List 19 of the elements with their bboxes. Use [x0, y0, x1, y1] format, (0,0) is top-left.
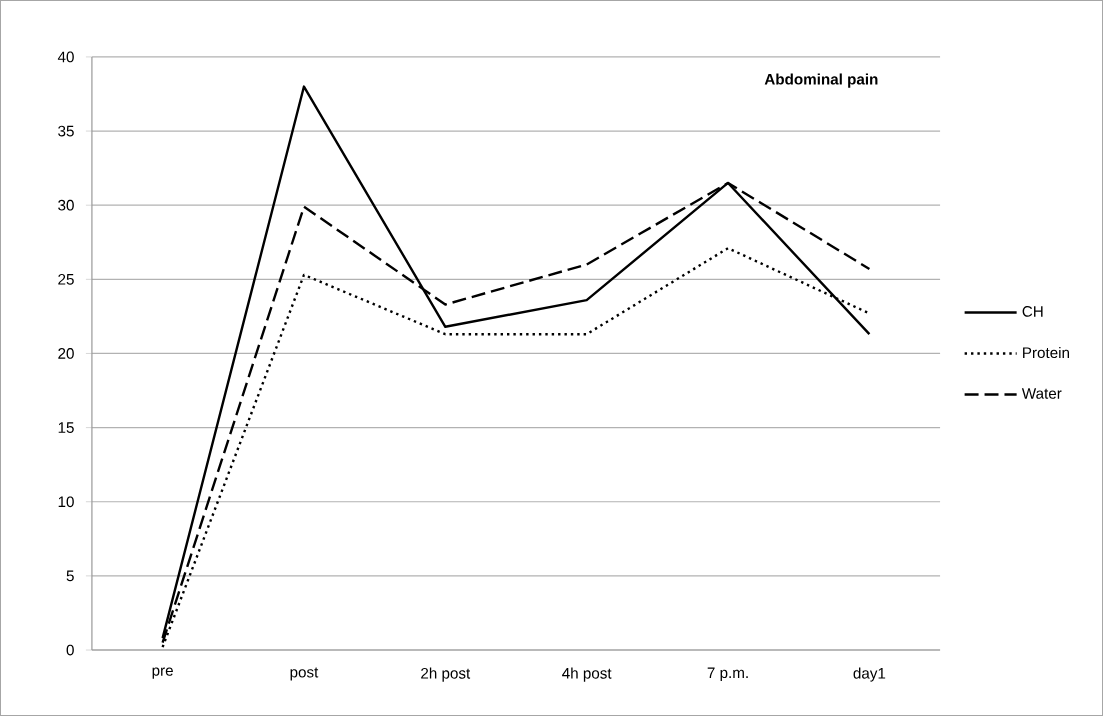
- x-tick-label: day1: [853, 667, 886, 682]
- y-tick-label: 30: [58, 199, 74, 211]
- x-tick-label: 7 p.m.: [707, 667, 748, 682]
- y-tick-label: 15: [58, 422, 74, 433]
- y-tick-label: 20: [58, 348, 74, 359]
- x-tick-label: post: [290, 667, 319, 681]
- x-tick-label: 4h post: [562, 667, 612, 682]
- x-tick-label: 2h post: [421, 667, 471, 682]
- text: Abdominal pain: [764, 73, 878, 88]
- y-tick-label: 0: [66, 644, 74, 656]
- y-tick-label: 40: [57, 51, 74, 63]
- y-tick-label: 10: [58, 496, 74, 508]
- y-tick-label: 25: [58, 274, 74, 285]
- legend-label: CH: [1022, 306, 1043, 317]
- x-tick-label: pre: [152, 667, 173, 679]
- legend-label: Protein: [1023, 346, 1069, 359]
- y-tick-label: 35: [58, 125, 74, 137]
- legend-label: Water: [1021, 388, 1062, 399]
- y-tick-label: 5: [66, 570, 74, 582]
